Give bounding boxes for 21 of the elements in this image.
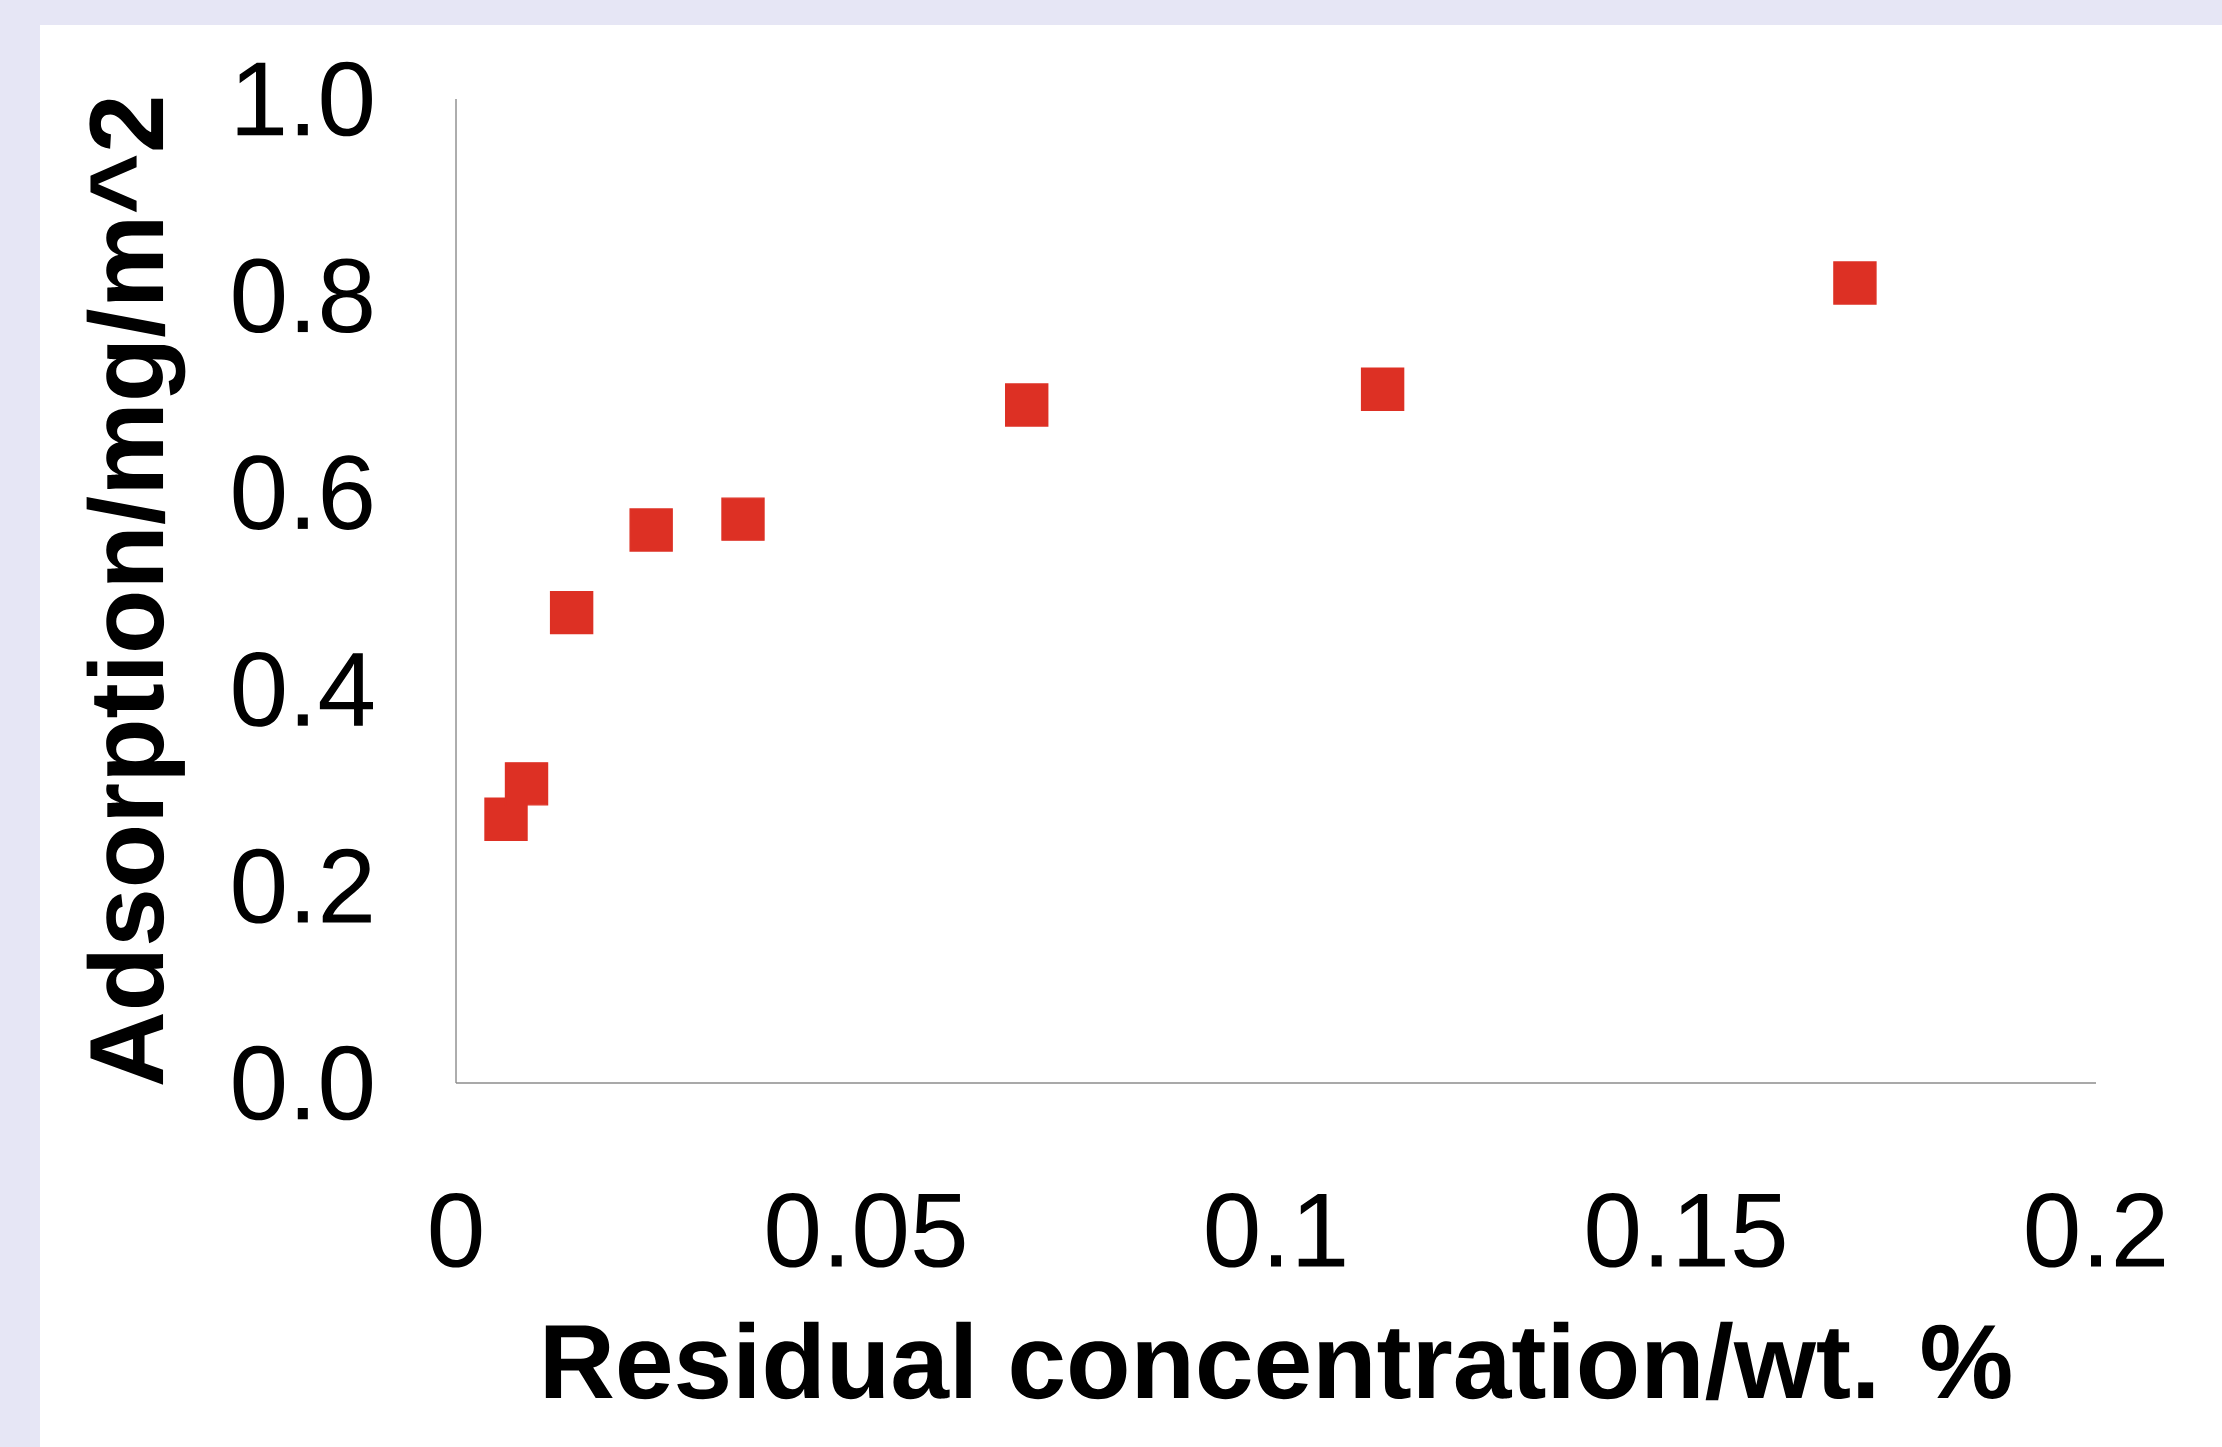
x-tick-label: 0.15 [1587, 1192, 1785, 1268]
point [1005, 383, 1049, 427]
y-tick-label: 1.0 [237, 61, 372, 137]
y-tick-label: 0.4 [233, 652, 373, 727]
point [484, 797, 528, 841]
y-axis-title: Adsorption/mg/m^2 [86, 98, 186, 1085]
point [1833, 261, 1877, 305]
x-tick-label: 0.2 [2026, 1192, 2165, 1268]
y-tick-label: 0.0 [233, 1045, 372, 1121]
x-tick-label: 0.05 [767, 1192, 965, 1268]
point [504, 762, 549, 806]
x-tick-label: 0 [430, 1192, 482, 1268]
x-axis-title: Residual concentration/wt. % [545, 1321, 2011, 1401]
point [721, 497, 765, 541]
y-tick-label: 0.8 [233, 258, 372, 334]
point [1360, 367, 1405, 411]
x-tick-label: 0.1 [1206, 1192, 1345, 1268]
y-tick-label: 0.2 [233, 848, 371, 924]
point [549, 590, 594, 635]
point [629, 508, 673, 552]
y-tick-label: 0.6 [233, 455, 372, 530]
